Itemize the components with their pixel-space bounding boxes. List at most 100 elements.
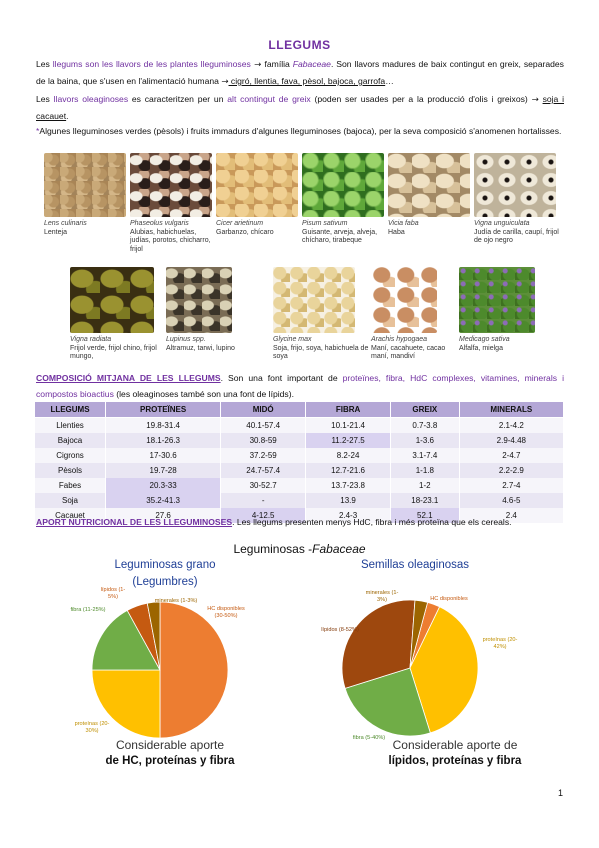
- legumes-row-2: Vigna radiata Frijol verde, frijol chino,…: [70, 267, 545, 362]
- text: (les oleaginoses també son una font de l…: [113, 389, 292, 399]
- pie-1-label: minerales (1-3%): [154, 598, 198, 604]
- table-cell: Cigrons: [34, 448, 106, 463]
- legume-card: Lens culinaris Lenteja: [44, 153, 130, 254]
- table-cell: 12.7-21.6: [305, 463, 392, 478]
- column-header: MIDÓ: [220, 401, 307, 418]
- table-cell: 18.1-26.3: [104, 433, 222, 448]
- scientific-name: Vigna radiata: [70, 336, 112, 343]
- table-cell: 10.1-21.4: [305, 417, 392, 433]
- table-cell: 2.1-4.2: [458, 417, 565, 433]
- scientific-name: Lens culinaris: [44, 220, 87, 227]
- scientific-name: Glycine max: [273, 336, 312, 343]
- table-cell-highlighted: 11.2-27.5: [305, 433, 392, 448]
- table-cell: 40.1-57.4: [220, 417, 307, 433]
- blackeyed-pea-image: [474, 153, 556, 217]
- legumes-row-1: Lens culinaris Lenteja Phaseolus vulgaris…: [44, 153, 560, 254]
- pie-2-slice-minerales: [409, 599, 429, 669]
- pie-1-slice-hc-disponibles: [159, 601, 229, 739]
- highlight-text: alt contingut de greix: [227, 94, 311, 104]
- pie-2-label: HC disponibles: [430, 596, 468, 602]
- table-cell: 0.7-3.8: [390, 417, 460, 433]
- table-cell: 1-2: [390, 478, 460, 493]
- table-cell: Cacauet: [34, 508, 106, 523]
- text: Fabaceae: [312, 542, 366, 556]
- table-cell-highlighted: 52.1: [390, 508, 460, 523]
- table-cell: 4.6-5: [458, 493, 565, 508]
- column-header: FIBRA: [305, 401, 392, 418]
- table-row: Cigrons 17-30.6 37.2-59 8.2-24 3.1-7.4 2…: [34, 448, 565, 463]
- legume-card: Glycine max Soja, frijo, soya, habichuela…: [273, 267, 371, 362]
- common-name: Alfalfa, mielga: [459, 344, 503, 352]
- table-cell: 2.9-4.48: [458, 433, 565, 448]
- scientific-name: Phaseolus vulgaris: [130, 220, 189, 227]
- legume-card: Cicer arietinum Garbanzo, chícaro: [216, 153, 302, 254]
- table-cell: 2.7-4: [458, 478, 565, 493]
- table-cell-highlighted: 4-12.5: [220, 508, 307, 523]
- common-name: Altramuz, tarwi, lupino: [166, 344, 235, 352]
- common-name: Lenteja: [44, 228, 67, 236]
- peanut-image: [371, 267, 437, 333]
- column-header: PROTEÏNES: [104, 401, 222, 418]
- table-cell-highlighted: 20.3-33: [104, 478, 222, 493]
- intro-paragraph-3: *Algunes lleguminoses verdes (pèsols) i …: [36, 123, 564, 139]
- legume-card: Vigna radiata Frijol verde, frijol chino,…: [70, 267, 166, 362]
- arrow-icon: →: [250, 60, 265, 70]
- pie-2-label: fibra (5-40%): [352, 735, 386, 741]
- table-row: Soja 35.2-41.3 - 13.9 18-23.1 4.6-5: [34, 493, 565, 508]
- caption-line: Considerable aporte: [115, 738, 225, 752]
- charts-heading: Leguminosas -Fabaceae: [0, 542, 599, 556]
- caption-line: Considerable aporte de: [392, 738, 518, 752]
- bean-image: [130, 153, 212, 217]
- common-name: Alubias, habichuelas, judías, porotos, c…: [130, 228, 211, 253]
- underlined-examples: soja i cacauet: [36, 94, 565, 121]
- table-row: Cacauet 27.6 4-12.5 2.4-3 52.1 2.4: [34, 508, 565, 523]
- legume-card: Phaseolus vulgaris Alubias, habichuelas, …: [130, 153, 216, 254]
- text: família: [264, 59, 293, 69]
- pie-2-caption: Considerable aporte de lípidos, proteína…: [370, 737, 540, 769]
- pie-2-slice-fibra: [344, 667, 431, 737]
- soybean-image: [273, 267, 355, 333]
- asterisk: *: [36, 126, 40, 136]
- text: . Les llegums presenten menys HdC, fibra…: [232, 517, 512, 527]
- table-cell: 27.6: [104, 508, 222, 523]
- table-cell: 13.9: [305, 493, 392, 508]
- table-cell: 13.7-23.8: [305, 478, 392, 493]
- scientific-name: Vigna unguiculata: [474, 220, 530, 227]
- table-cell: 2.2-2.9: [458, 463, 565, 478]
- section-heading: COMPOSICIÓ MITJANA DE LES LLEGUMS: [36, 373, 221, 383]
- table-row: Bajoca 18.1-26.3 30.8-59 11.2-27.5 1-3.6…: [34, 433, 565, 448]
- legume-card: Vicia faba Haba: [388, 153, 474, 254]
- table-cell: Llenties: [34, 417, 106, 433]
- lentil-image: [44, 153, 126, 217]
- legume-card: Arachis hypogaea Maní, cacahuete, cacao m…: [371, 267, 459, 362]
- highlight-text: proteïnes, fibra, HdC complexes, vitamin…: [36, 373, 565, 399]
- table-cell: 19.8-31.4: [104, 417, 222, 433]
- pea-image: [302, 153, 384, 217]
- text: Les: [36, 59, 53, 69]
- table-cell: 30.8-59: [220, 433, 307, 448]
- table-cell: -: [220, 493, 307, 508]
- table-row: Pèsols 19.7-28 24.7-57.4 12.7-21.6 1-1.8…: [34, 463, 565, 478]
- pie-2-label: proteínas (20-42%): [482, 637, 518, 650]
- common-name: Maní, cacahuete, cacao maní, mandiví: [371, 344, 446, 361]
- lupin-image: [166, 267, 232, 333]
- text: .: [66, 111, 69, 121]
- pie-1-label: HC disponibles (30-50%): [207, 606, 245, 619]
- table-cell: Soja: [34, 493, 106, 508]
- pie-1-slice-proteínas: [91, 669, 161, 739]
- pie-1-label: fibra (11-25%): [70, 607, 106, 613]
- table-cell: 17-30.6: [104, 448, 222, 463]
- text: . Son llavors madures de baix contingut …: [36, 59, 564, 86]
- text: …: [385, 76, 394, 86]
- scientific-name: Medicago sativa: [459, 336, 510, 343]
- legume-card: Pisum sativum Guisante, arveja, alveja, c…: [302, 153, 388, 254]
- common-name: Guisante, arveja, alveja, chícharo, tira…: [302, 228, 378, 245]
- table-row: Llenties 19.8-31.4 40.1-57.4 10.1-21.4 0…: [34, 417, 565, 433]
- table-row: Fabes 20.3-33 30-52.7 13.7-23.8 1-2 2.7-…: [34, 478, 565, 493]
- text: (poden ser usades per a la producció d'o…: [310, 94, 532, 104]
- table-cell: 18-23.1: [390, 493, 460, 508]
- broad-bean-image: [388, 153, 470, 217]
- text: Algunes lleguminoses verdes (pèsols) i f…: [39, 126, 562, 136]
